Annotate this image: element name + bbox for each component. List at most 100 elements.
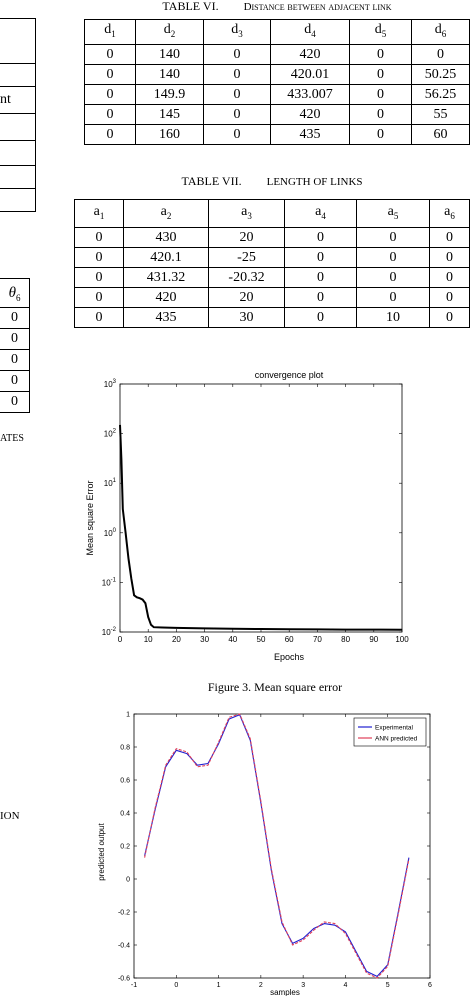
table-row: 0 435 30 0 10 0 xyxy=(74,307,470,328)
table6-header: d4 xyxy=(270,19,350,45)
table-cell: 0 xyxy=(356,267,430,288)
table-cell: 0 xyxy=(74,227,124,248)
x-tick-label: 0 xyxy=(174,982,178,989)
x-tick-label: 2 xyxy=(259,982,263,989)
table-cell: 149.9 xyxy=(135,83,204,105)
x-tick-label: 6 xyxy=(428,982,432,989)
y-tick-label: 1 xyxy=(126,712,130,719)
table-cell: 0 xyxy=(349,123,412,145)
y-tick-label: -0.2 xyxy=(118,910,130,917)
table-cell: 10 xyxy=(356,307,430,328)
table7-number: TABLE VII. xyxy=(181,174,242,188)
table-cell: 140 xyxy=(135,63,204,85)
table-cell: 160 xyxy=(135,123,204,145)
table-cell: 0 xyxy=(356,287,430,308)
x-tick-label: 10 xyxy=(144,635,153,644)
table-cell: 0 xyxy=(84,43,136,65)
table-cell: 0 xyxy=(284,287,357,308)
y-tick-label: 0.4 xyxy=(120,811,130,818)
y-tick-label: 100 xyxy=(104,528,117,538)
figure3-caption: Figure 3. Mean square error xyxy=(207,680,343,694)
table-cell: 420.1 xyxy=(123,247,209,268)
theta-value: 0 xyxy=(0,392,30,413)
convergence-chart: convergence plot Mean square Error Epoch… xyxy=(85,370,409,662)
table7-header: a2 xyxy=(123,199,209,228)
table6-header: d1 xyxy=(84,19,136,45)
table-cell: 0 xyxy=(429,227,470,248)
x-tick-label: 100 xyxy=(395,635,409,644)
left-fragment-ion: ION xyxy=(0,810,20,822)
table-cell: 0 xyxy=(74,307,124,328)
x-tick-label: 1 xyxy=(217,982,221,989)
y-tick-label: 0.6 xyxy=(120,778,130,785)
table-cell: 50.25 xyxy=(411,63,470,85)
table-cell: -25 xyxy=(208,247,285,268)
chart1-title: convergence plot xyxy=(255,370,324,380)
table-cell: 0 xyxy=(349,43,412,65)
left-fragment-ates: ATES xyxy=(0,433,24,444)
table-cell: 0 xyxy=(349,103,412,125)
table-cell: 0 xyxy=(356,247,430,268)
x-tick-label: 0 xyxy=(118,635,123,644)
table-cell: 55 xyxy=(411,103,470,125)
table-row: 0 430 20 0 0 0 xyxy=(74,227,470,248)
table-cell: 0 xyxy=(203,83,271,105)
x-tick-label: 20 xyxy=(172,635,181,644)
table-cell: 435 xyxy=(123,307,209,328)
table-cell: 0 xyxy=(429,267,470,288)
table-row: 0 149.9 0 433.007 0 56.25 xyxy=(84,83,470,105)
y-tick-label: 101 xyxy=(104,478,117,488)
table6-number: TABLE VI. xyxy=(162,0,219,13)
x-tick-label: 5 xyxy=(386,982,390,989)
x-tick-label: 30 xyxy=(200,635,209,644)
table-cell: 0 xyxy=(203,63,271,85)
table-cell: 0 xyxy=(203,43,271,65)
table7-header: a3 xyxy=(208,199,285,228)
x-tick-label: 60 xyxy=(285,635,294,644)
table7-header: a4 xyxy=(284,199,357,228)
table7: a1 a2 a3 a4 a5 a6 0 430 20 0 0 0 0 420.1 -25 0 0 0… xyxy=(74,199,470,328)
table-row: 0 420 20 0 0 0 xyxy=(74,287,470,308)
table6-header: d5 xyxy=(349,19,412,45)
x-tick-label: 4 xyxy=(343,982,347,989)
y-tick-label: 102 xyxy=(104,429,117,439)
table-cell: 0 xyxy=(349,83,412,105)
table-cell: 0 xyxy=(203,123,271,145)
table-cell: 20 xyxy=(208,227,285,248)
table-row: 0 145 0 420 0 55 xyxy=(84,103,470,125)
y-tick-label: 10-2 xyxy=(102,627,117,637)
table-cell: 431.32 xyxy=(123,267,209,288)
table6: d1 d2 d3 d4 d5 d6 0 140 0 420 0 0 0 140 0 420.01… xyxy=(84,19,470,145)
table-cell: 0 xyxy=(284,307,357,328)
legend-label: ANN predicted xyxy=(375,736,418,743)
x-tick-label: 90 xyxy=(369,635,378,644)
y-tick-label: -0.6 xyxy=(118,976,130,983)
table-cell: 420 xyxy=(123,287,209,308)
y-tick-label: 10-1 xyxy=(102,577,117,587)
table7-title: LENGTH OF LINKS xyxy=(266,176,363,188)
series-line-mse xyxy=(119,424,403,631)
table-cell: 0 xyxy=(84,123,136,145)
table-cell: 435 xyxy=(270,123,350,145)
y-tick-label: 0.8 xyxy=(120,745,130,752)
x-tick-label: 3 xyxy=(301,982,305,989)
table-cell: 56.25 xyxy=(411,83,470,105)
series-line-experimental xyxy=(144,714,410,977)
table-cell: 0 xyxy=(74,247,124,268)
chart1-ylabel: Mean square Error xyxy=(85,480,95,555)
x-tick-label: -1 xyxy=(131,982,137,989)
x-tick-label: 80 xyxy=(341,635,350,644)
table-cell: 0 xyxy=(284,267,357,288)
table-cell: 145 xyxy=(135,103,204,125)
left-table-fragment: nt xyxy=(0,18,36,212)
table-cell: 0 xyxy=(429,307,470,328)
table-row: 0 160 0 435 0 60 xyxy=(84,123,470,145)
chart1-plot-frame xyxy=(119,383,403,633)
table-cell: 0 xyxy=(203,103,271,125)
theta-subscript: 6 xyxy=(15,293,21,303)
table-cell: 420 xyxy=(270,43,350,65)
y-tick-label: -0.4 xyxy=(118,943,130,950)
y-tick-label: 103 xyxy=(104,379,117,389)
table6-header: d3 xyxy=(203,19,271,45)
table-row: 0 431.32 -20.32 0 0 0 xyxy=(74,267,470,288)
